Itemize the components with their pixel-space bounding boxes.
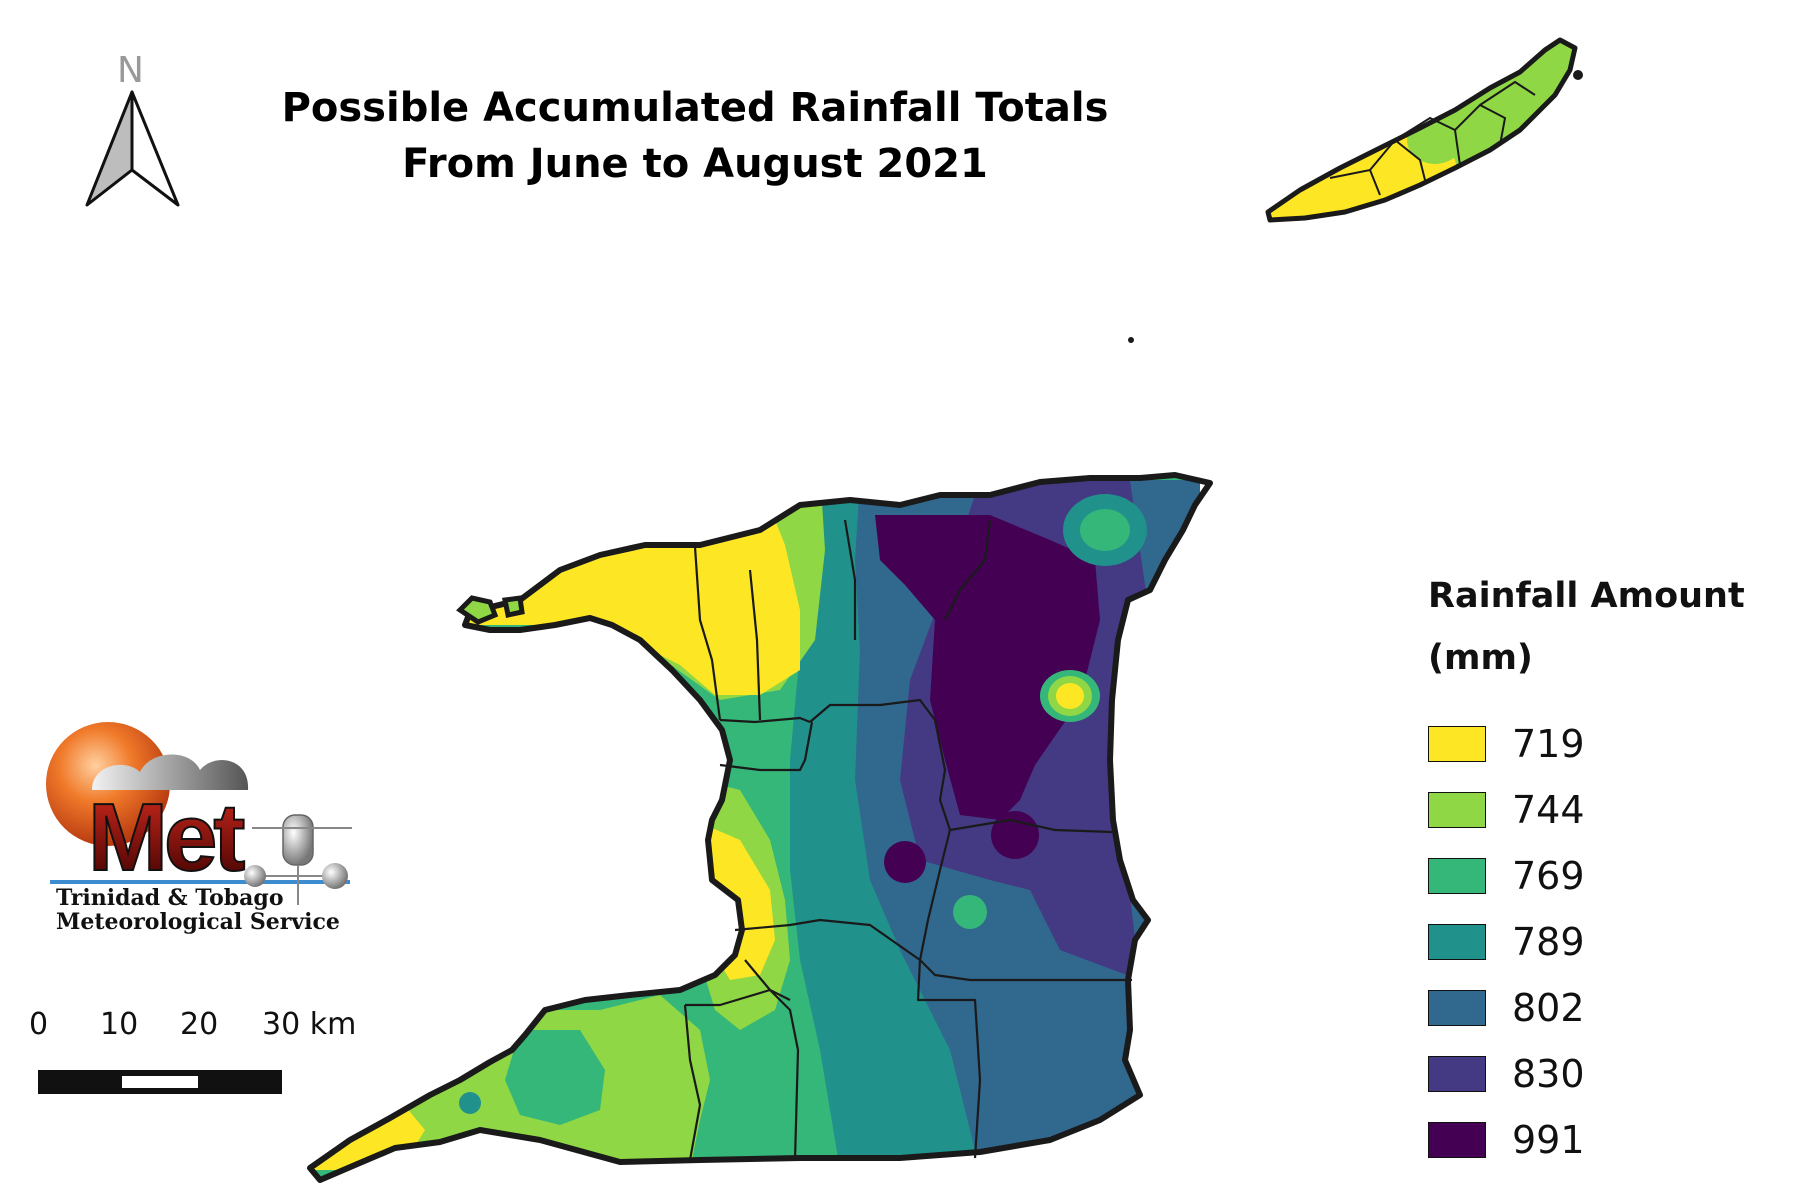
zone-789-spot-southwest bbox=[459, 1092, 481, 1114]
zone-769-southwest-lobe bbox=[505, 1030, 605, 1125]
scale-label: 30 km bbox=[262, 1007, 357, 1042]
map-title: Possible Accumulated Rainfall Totals Fro… bbox=[230, 80, 1160, 192]
legend: Rainfall Amount (mm) 719 744 769 789 802… bbox=[1428, 565, 1788, 1173]
legend-item: 991 bbox=[1428, 1107, 1788, 1173]
zone-719-spot-east bbox=[1056, 683, 1084, 709]
instrument-icon bbox=[244, 814, 352, 905]
legend-label: 789 bbox=[1512, 920, 1585, 964]
legend-swatch bbox=[1428, 726, 1486, 762]
scale-label: 20 bbox=[180, 1007, 219, 1042]
legend-label: 991 bbox=[1512, 1118, 1585, 1162]
legend-title: Rainfall Amount (mm) bbox=[1428, 565, 1788, 689]
zone-991-spot-east bbox=[991, 811, 1039, 859]
legend-item: 769 bbox=[1428, 843, 1788, 909]
logo-caption: Trinidad & Tobago Meteorological Service bbox=[56, 886, 340, 934]
legend-label: 769 bbox=[1512, 854, 1585, 898]
zone-991-northeast bbox=[875, 515, 1100, 820]
met-logo: Met bbox=[46, 722, 352, 905]
scale-label: 0 bbox=[29, 1007, 49, 1042]
little-tobago-island bbox=[1573, 70, 1583, 80]
legend-swatch bbox=[1428, 990, 1486, 1026]
zone-769-northeast bbox=[1080, 509, 1130, 551]
legend-label: 744 bbox=[1512, 788, 1585, 832]
logo-caption-line-2: Meteorological Service bbox=[56, 909, 340, 935]
scale-bar-labels: 0 10 20 30 km bbox=[26, 1007, 366, 1047]
north-arrow-label: N bbox=[117, 50, 144, 91]
legend-label: 830 bbox=[1512, 1052, 1585, 1096]
legend-item: 789 bbox=[1428, 909, 1788, 975]
logo-underline bbox=[50, 880, 350, 884]
logo-caption-line-1: Trinidad & Tobago bbox=[56, 885, 284, 911]
sisters-rock-island bbox=[1128, 337, 1134, 343]
scale-label: 10 bbox=[100, 1007, 139, 1042]
tobago-parish-boundaries bbox=[1329, 80, 1536, 196]
legend-title-line-1: Rainfall Amount bbox=[1428, 576, 1745, 616]
title-line-1: Possible Accumulated Rainfall Totals bbox=[281, 85, 1109, 131]
tobago-outline bbox=[1265, 37, 1578, 223]
legend-item: 802 bbox=[1428, 975, 1788, 1041]
logo-cloud-icon bbox=[92, 754, 249, 790]
zone-991-spot-central bbox=[884, 841, 926, 883]
title-line-2: From June to August 2021 bbox=[402, 141, 988, 187]
legend-label: 802 bbox=[1512, 986, 1585, 1030]
legend-swatch bbox=[1428, 1056, 1486, 1092]
trinidad-region-boundaries bbox=[683, 519, 1132, 1161]
legend-swatch bbox=[1428, 858, 1486, 894]
legend-swatch bbox=[1428, 792, 1486, 828]
legend-title-line-2: (mm) bbox=[1428, 638, 1533, 678]
legend-label: 719 bbox=[1512, 722, 1585, 766]
logo-wordmark: Met bbox=[88, 784, 244, 891]
legend-list: 719 744 769 789 802 830 991 bbox=[1428, 711, 1788, 1173]
chacachacare-islands bbox=[456, 595, 525, 625]
zone-769-spot-south bbox=[953, 895, 987, 929]
legend-item: 830 bbox=[1428, 1041, 1788, 1107]
legend-item: 719 bbox=[1428, 711, 1788, 777]
legend-swatch bbox=[1428, 924, 1486, 960]
north-arrow bbox=[85, 90, 180, 207]
scale-bar bbox=[38, 1070, 282, 1094]
legend-swatch bbox=[1428, 1122, 1486, 1158]
zone-719-north bbox=[310, 475, 800, 695]
legend-item: 744 bbox=[1428, 777, 1788, 843]
